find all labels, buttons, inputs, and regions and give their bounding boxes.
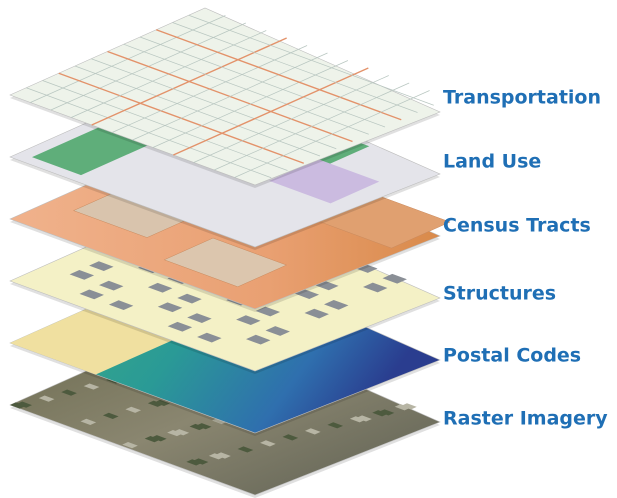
- image-patch: [151, 435, 167, 442]
- land-patch: [269, 159, 380, 204]
- layer-label: Raster Imagery: [443, 408, 608, 430]
- image-patch: [192, 458, 209, 465]
- building: [177, 293, 202, 304]
- image-patch: [83, 383, 100, 390]
- image-patch: [167, 429, 183, 437]
- image-patch: [144, 435, 161, 443]
- image-patch: [102, 412, 119, 419]
- building: [147, 282, 173, 293]
- building: [89, 261, 114, 272]
- image-patch: [378, 409, 395, 416]
- image-patch: [356, 415, 372, 422]
- building: [108, 300, 134, 311]
- image-patch: [212, 417, 228, 425]
- image-patch: [61, 389, 77, 396]
- street: [214, 82, 410, 171]
- image-patch: [173, 429, 190, 436]
- image-patch: [147, 400, 164, 407]
- building: [265, 326, 290, 336]
- building: [294, 289, 320, 299]
- image-patch: [327, 422, 344, 429]
- image-patch: [125, 406, 142, 413]
- image-patch: [304, 428, 321, 435]
- image-patch: [215, 452, 231, 459]
- building: [157, 302, 183, 313]
- building: [246, 334, 271, 345]
- image-patch: [394, 404, 411, 411]
- image-patch: [372, 410, 388, 417]
- layer-label: Census Tracts: [443, 215, 591, 237]
- tract: [163, 237, 288, 288]
- building: [255, 306, 281, 317]
- building: [363, 282, 388, 293]
- building: [197, 332, 222, 343]
- layer-label: Structures: [443, 283, 556, 305]
- building: [236, 315, 261, 326]
- layer-label: Land Use: [443, 151, 541, 173]
- building: [324, 299, 349, 310]
- image-patch: [208, 453, 225, 460]
- image-patch: [189, 423, 206, 431]
- image-patch: [260, 440, 276, 447]
- building: [99, 280, 124, 291]
- image-patch: [16, 401, 32, 408]
- image-patch: [154, 399, 170, 407]
- building: [187, 313, 212, 323]
- building: [304, 308, 329, 319]
- image-patch: [122, 442, 138, 449]
- street: [234, 90, 430, 178]
- image-patch: [10, 402, 26, 409]
- building: [382, 273, 407, 284]
- image-patch: [401, 403, 417, 410]
- layer-label: Transportation: [443, 87, 601, 109]
- building: [69, 269, 95, 280]
- image-patch: [186, 459, 202, 466]
- image-patch: [80, 418, 97, 425]
- map-layer: [9, 7, 441, 188]
- image-patch: [38, 395, 55, 402]
- image-patch: [237, 446, 254, 453]
- image-patch: [282, 434, 299, 441]
- layer-label: Postal Codes: [443, 345, 581, 367]
- layers: [9, 7, 451, 498]
- image-patch: [349, 416, 366, 423]
- building: [79, 289, 104, 300]
- street: [188, 14, 434, 106]
- image-patch: [195, 423, 212, 430]
- building: [167, 321, 193, 332]
